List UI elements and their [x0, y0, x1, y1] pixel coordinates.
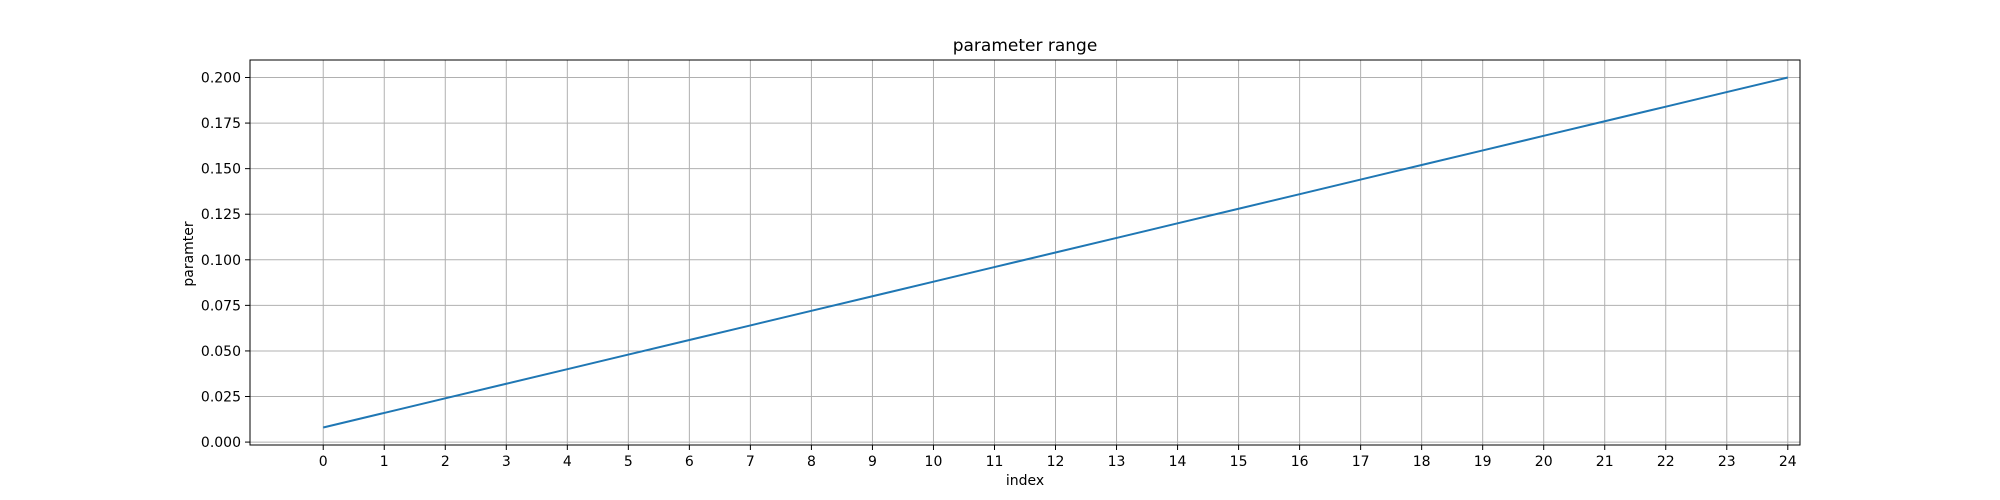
x-tick-label: 23	[1718, 454, 1736, 470]
plot-frame	[249, 59, 1801, 446]
x-tick-label: 13	[1108, 454, 1126, 470]
x-tick-label: 5	[624, 454, 633, 470]
x-tick-label: 18	[1413, 454, 1431, 470]
x-tick-label: 15	[1230, 454, 1248, 470]
y-axis-label: paramter	[181, 221, 197, 287]
y-tick-label: 0.075	[201, 298, 241, 314]
series-line	[322, 76, 1789, 429]
grid-lines	[250, 60, 1800, 445]
y-tick-label: 0.175	[201, 116, 241, 132]
x-tick-label: 11	[986, 454, 1004, 470]
x-axis: 0 1 2 3 4 5 6 7 8 9 10 11 12 13 14 15 16 17 18 19 20 21 22 23 24	[319, 445, 1797, 470]
x-tick-label: 6	[685, 454, 694, 470]
y-tick-label: 0.200	[201, 71, 241, 87]
x-tick-label: 12	[1047, 454, 1065, 470]
y-tick-label: 0.050	[201, 344, 241, 360]
y-axis: 0.000 0.025 0.050 0.075 0.100 0.125 0.150 0.175…	[201, 71, 250, 451]
y-tick-label: 0.100	[201, 253, 241, 269]
x-tick-label: 7	[746, 454, 755, 470]
y-tick-label: 0.125	[201, 207, 241, 223]
x-tick-label: 10	[925, 454, 943, 470]
x-axis-label: index	[1006, 473, 1044, 489]
x-tick-label: 16	[1291, 454, 1309, 470]
y-tick-label: 0.025	[201, 390, 241, 406]
series-group	[322, 76, 1789, 429]
x-tick-label: 24	[1779, 454, 1797, 470]
x-tick-label: 0	[319, 454, 328, 470]
x-tick-label: 3	[502, 454, 511, 470]
y-tick-label: 0.150	[201, 162, 241, 178]
x-tick-label: 8	[807, 454, 816, 470]
x-tick-label: 17	[1352, 454, 1370, 470]
x-tick-label: 20	[1535, 454, 1553, 470]
x-tick-label: 14	[1169, 454, 1187, 470]
x-tick-label: 9	[868, 454, 877, 470]
chart-title: parameter range	[953, 36, 1098, 56]
x-tick-label: 19	[1474, 454, 1492, 470]
x-tick-label: 4	[563, 454, 572, 470]
y-tick-label: 0.000	[201, 435, 241, 451]
x-tick-label: 1	[380, 454, 389, 470]
x-tick-label: 21	[1596, 454, 1614, 470]
x-tick-label: 2	[441, 454, 450, 470]
x-tick-label: 22	[1657, 454, 1675, 470]
